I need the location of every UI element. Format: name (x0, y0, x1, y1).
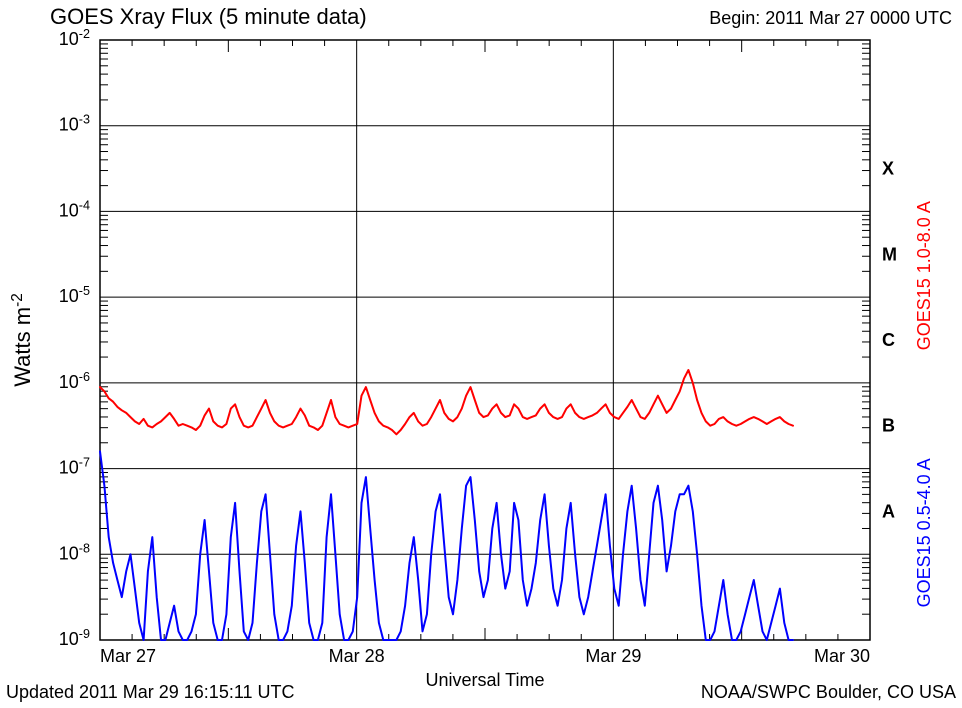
chart-svg: GOES Xray Flux (5 minute data) Begin: 201… (0, 0, 962, 708)
begin-label: Begin: 2011 Mar 27 0000 UTC (709, 8, 952, 28)
flare-class-label: M (882, 244, 897, 264)
x-axis-label: Universal Time (425, 670, 544, 690)
x-tick-label: Mar 28 (329, 646, 385, 666)
flare-class-label: C (882, 330, 895, 350)
y-axis-label: Watts m-2 (9, 293, 36, 387)
x-tick-label: Mar 27 (100, 646, 156, 666)
source-label: NOAA/SWPC Boulder, CO USA (701, 682, 956, 702)
flare-class-label: B (882, 416, 895, 436)
chart-container: GOES Xray Flux (5 minute data) Begin: 201… (0, 0, 962, 708)
series-red-label: GOES15 1.0-8.0 A (914, 201, 934, 350)
chart-title: GOES Xray Flux (5 minute data) (50, 4, 367, 29)
updated-label: Updated 2011 Mar 29 16:15:11 UTC (6, 682, 295, 702)
x-tick-label: Mar 30 (814, 646, 870, 666)
series-blue-label: GOES15 0.5-4.0 A (914, 458, 934, 607)
x-tick-label: Mar 29 (585, 646, 641, 666)
flare-class-label: A (882, 501, 895, 521)
flare-class-label: X (882, 159, 894, 179)
